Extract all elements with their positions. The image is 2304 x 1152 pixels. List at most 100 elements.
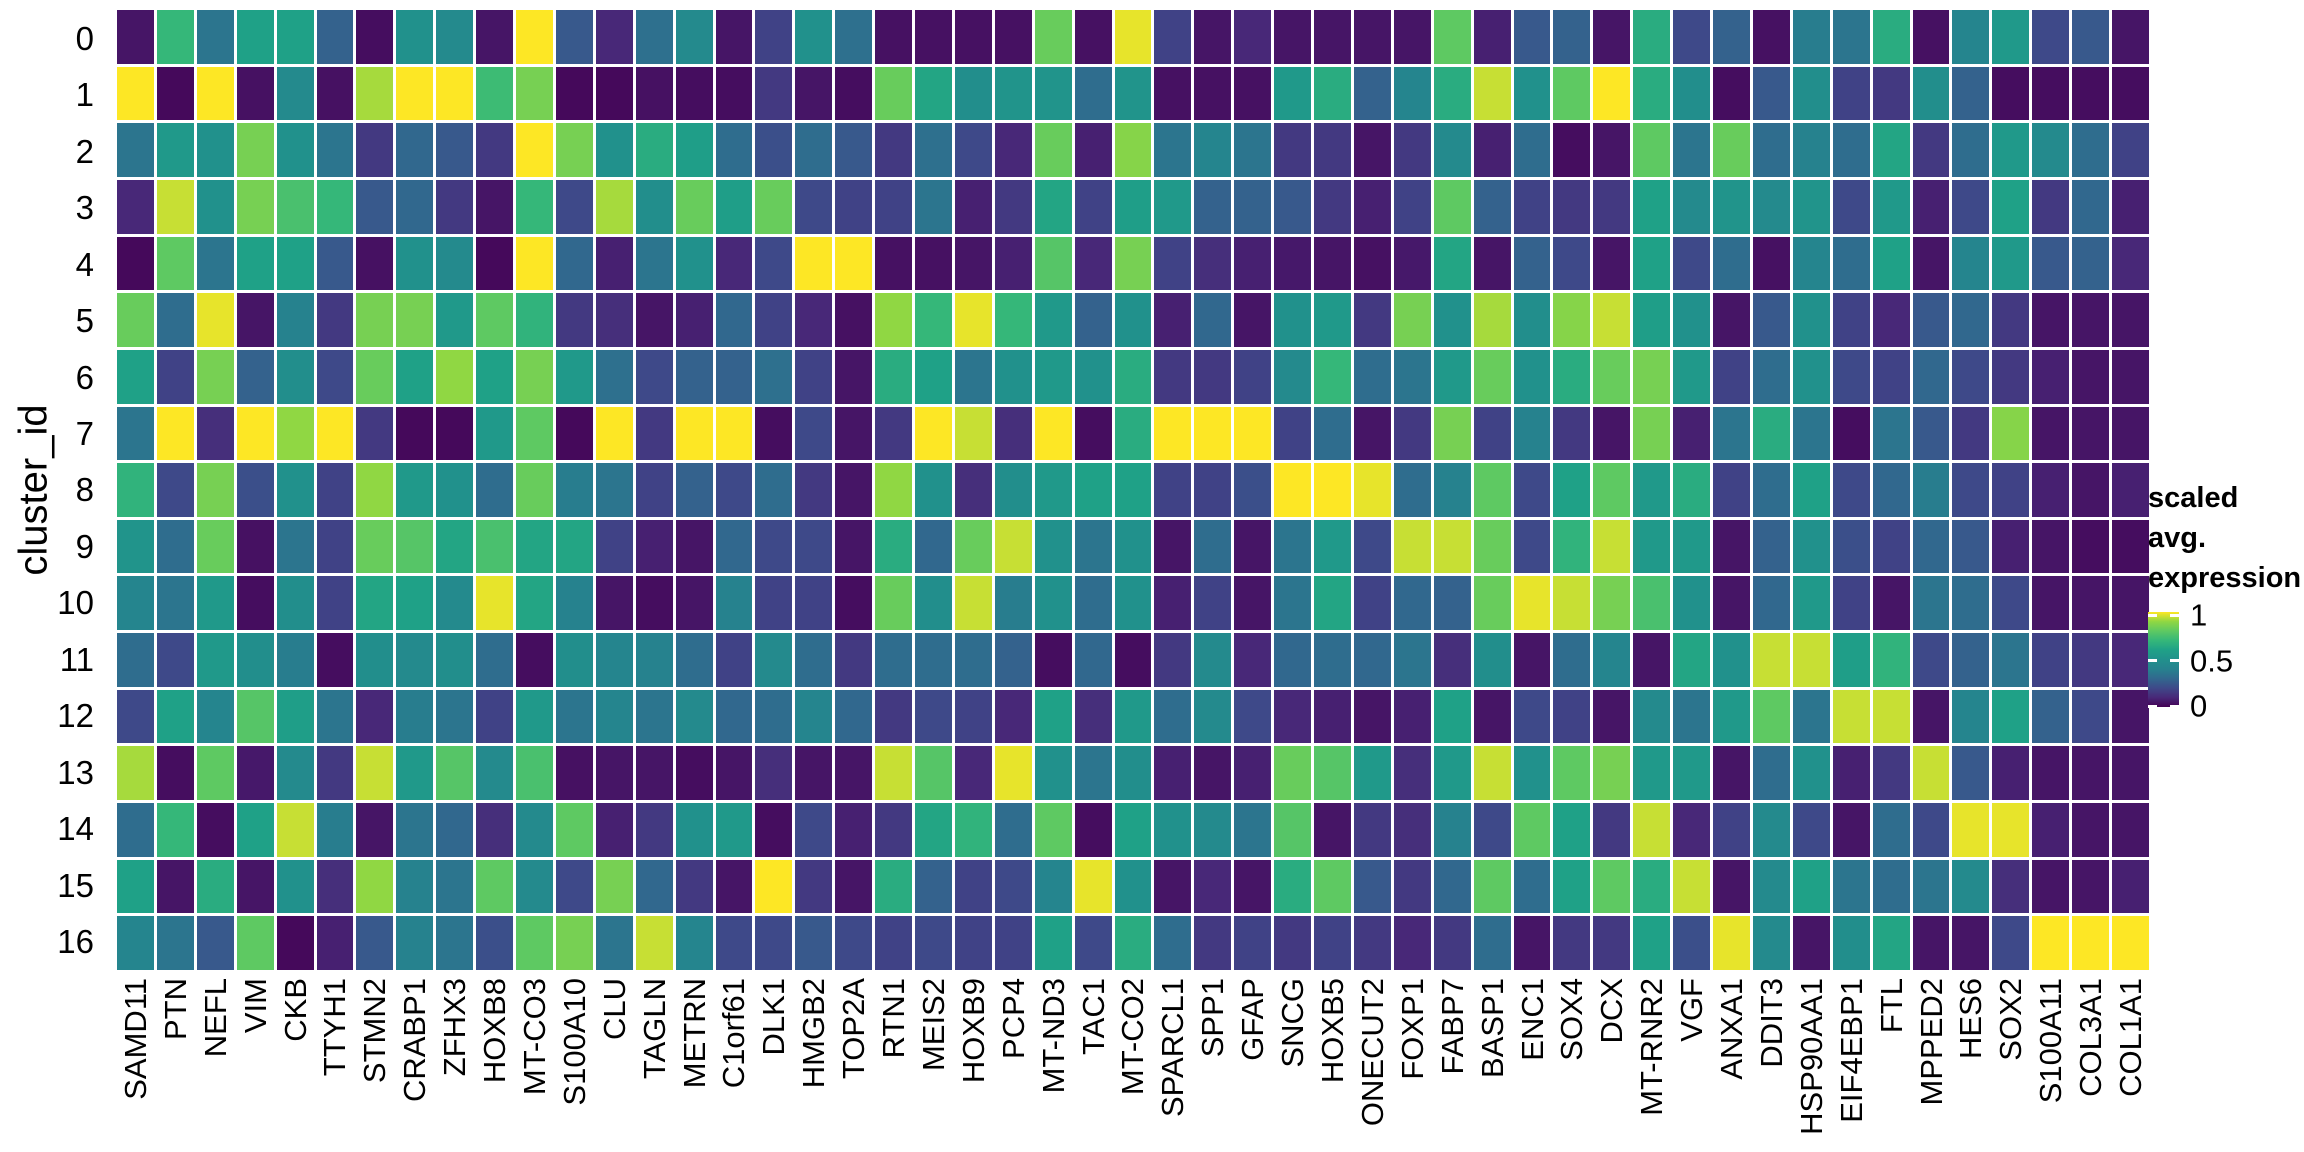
heatmap-cell [715, 689, 753, 744]
heatmap-cell [1673, 123, 1711, 177]
x-tick-cell: ONECUT2 [1354, 978, 1391, 1148]
heatmap-cell [196, 746, 234, 801]
heatmap-cell [1234, 406, 1272, 461]
heatmap-cell [675, 293, 713, 347]
heatmap-cell [715, 293, 753, 347]
heatmap-cell [1992, 633, 2030, 687]
heatmap-cell [1752, 633, 1790, 687]
heatmap-cell [755, 463, 793, 517]
heatmap-cell [994, 916, 1032, 970]
heatmap-cell [1074, 916, 1112, 970]
heatmap-cell [356, 179, 394, 234]
heatmap-cell [755, 236, 793, 291]
heatmap-cell [1553, 576, 1591, 631]
heatmap-cell [156, 123, 194, 177]
heatmap-cell [595, 66, 633, 121]
x-tick-cell: STMN2 [356, 978, 393, 1148]
heatmap-cell [1992, 236, 2030, 291]
heatmap-cell [1194, 916, 1232, 970]
heatmap-cell [1353, 519, 1391, 574]
heatmap-cell [1154, 519, 1192, 574]
heatmap-cell [1673, 236, 1711, 291]
x-tick-label: HSP90AA1 [1793, 978, 1829, 1135]
heatmap-cell [1154, 66, 1192, 121]
heatmap-cell [1234, 859, 1272, 914]
heatmap-cell [1314, 349, 1351, 404]
heatmap-cell [1074, 406, 1112, 461]
heatmap-cell [635, 576, 673, 631]
heatmap-cell [1194, 236, 1232, 291]
heatmap-cell [276, 236, 314, 291]
heatmap-cell [1314, 519, 1351, 574]
heatmap-cell [1074, 633, 1112, 687]
x-tick-label: S100A10 [556, 978, 592, 1106]
heatmap-cell [236, 293, 274, 347]
heatmap-cell [1633, 746, 1671, 801]
heatmap-cell [1553, 633, 1591, 687]
heatmap-cell [675, 859, 713, 914]
heatmap-cell [675, 633, 713, 687]
x-tick-label: C1orf61 [716, 978, 752, 1089]
heatmap-cell [1832, 349, 1870, 404]
heatmap-cell [1353, 859, 1391, 914]
heatmap-cell [1593, 576, 1631, 631]
heatmap-cell [1473, 293, 1511, 347]
heatmap-cell [276, 10, 314, 64]
heatmap-cell [1074, 349, 1112, 404]
heatmap-cell [2112, 859, 2149, 914]
x-tick-cell: MT-RNR2 [1633, 978, 1670, 1148]
x-tick-label: COL3A1 [2073, 978, 2109, 1097]
heatmap-cell [1433, 66, 1471, 121]
heatmap-cell [915, 519, 952, 574]
heatmap-cell [316, 463, 354, 517]
heatmap-cell [1792, 349, 1830, 404]
heatmap-cell [1752, 463, 1790, 517]
heatmap-cell [1433, 803, 1471, 857]
heatmap-cell [476, 519, 514, 574]
heatmap-cell [156, 916, 194, 970]
heatmap-cell [875, 293, 913, 347]
heatmap-cell [1713, 236, 1750, 291]
heatmap-cell [1553, 859, 1591, 914]
x-tick-label: FABP7 [1434, 978, 1470, 1075]
heatmap-cell [2112, 519, 2149, 574]
heatmap-cell [1034, 463, 1072, 517]
heatmap-cell [954, 576, 992, 631]
heatmap-cell [1832, 123, 1870, 177]
heatmap-cell [1792, 463, 1830, 517]
x-tick-cell: S100A10 [556, 978, 593, 1148]
heatmap-cell [1513, 859, 1551, 914]
heatmap-cell [1593, 66, 1631, 121]
heatmap-cell [2032, 576, 2070, 631]
heatmap-cell [1194, 746, 1232, 801]
heatmap-cell [1353, 66, 1391, 121]
heatmap-cell [396, 576, 434, 631]
heatmap-cell [635, 859, 673, 914]
heatmap-cell [555, 236, 593, 291]
heatmap-cell [156, 293, 194, 347]
heatmap-cell [555, 803, 593, 857]
heatmap-cell [875, 463, 913, 517]
heatmap-cell [715, 859, 753, 914]
heatmap-cell [1513, 293, 1551, 347]
heatmap-cell [1433, 859, 1471, 914]
heatmap-cell [396, 746, 434, 801]
heatmap-cell [2032, 349, 2070, 404]
heatmap-cell [1752, 803, 1790, 857]
heatmap-cell [635, 916, 673, 970]
heatmap-cell [396, 293, 434, 347]
heatmap-cell [117, 10, 154, 64]
y-tick-label: 10 [57, 584, 94, 622]
heatmap-cell [1114, 803, 1152, 857]
heatmap-cell [915, 463, 952, 517]
heatmap-cell [1393, 123, 1431, 177]
heatmap-cell [1234, 633, 1272, 687]
heatmap-cell [236, 746, 274, 801]
heatmap-cell [1433, 689, 1471, 744]
heatmap-cell [635, 349, 673, 404]
heatmap-cell [2112, 633, 2149, 687]
heatmap-cell [1553, 406, 1591, 461]
x-tick-label: PTN [157, 978, 193, 1040]
heatmap-cell [1314, 803, 1351, 857]
x-tick-label: S100A11 [2033, 978, 2069, 1104]
